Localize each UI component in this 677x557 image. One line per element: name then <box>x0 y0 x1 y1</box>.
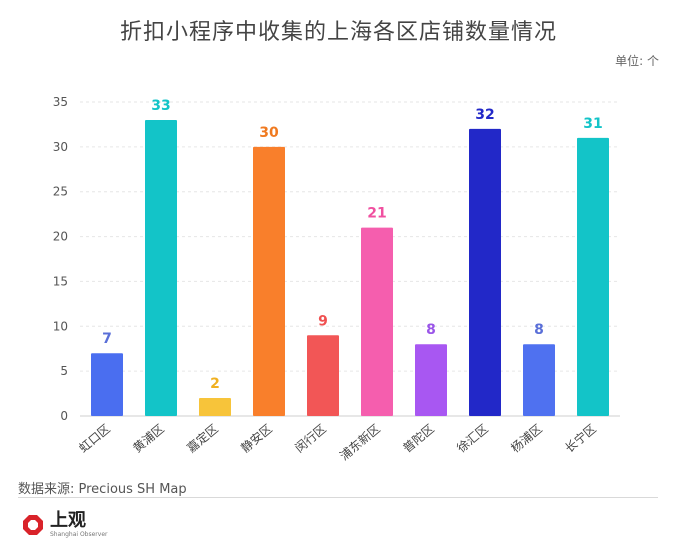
unit-label: 单位: 个 <box>615 54 659 68</box>
y-tick-label: 5 <box>60 364 68 378</box>
x-tick-label: 虹口区 <box>76 422 113 456</box>
y-tick-label: 20 <box>53 230 68 244</box>
x-tick-label: 长宁区 <box>562 421 599 456</box>
logo-text: 上观 <box>50 510 86 531</box>
x-tick-label: 徐汇区 <box>454 421 491 456</box>
data-label: 7 <box>102 331 112 347</box>
y-tick-label: 0 <box>60 409 68 423</box>
bar <box>577 137 609 416</box>
publisher-logo: 上观 Shanghai Observer <box>22 512 107 538</box>
logo-subtext: Shanghai Observer <box>50 531 108 538</box>
chart-title: 折扣小程序中收集的上海各区店铺数量情况 <box>119 20 557 45</box>
data-label: 32 <box>475 107 494 123</box>
x-tick-label: 黄浦区 <box>130 422 167 456</box>
bar <box>253 146 285 416</box>
bar <box>145 119 177 416</box>
y-tick-label: 30 <box>53 140 68 154</box>
bar <box>469 128 501 416</box>
data-label: 31 <box>583 116 602 132</box>
data-label: 8 <box>534 322 544 338</box>
x-tick-label: 静安区 <box>238 421 275 456</box>
data-label: 9 <box>318 313 328 329</box>
y-tick-label: 25 <box>53 185 68 199</box>
data-label: 21 <box>367 206 386 222</box>
y-tick-label: 10 <box>53 319 68 333</box>
shanghai-observer-logo-icon <box>23 515 43 535</box>
bar <box>307 335 339 416</box>
x-tick-label: 浦东新区 <box>337 421 383 463</box>
data-source: 数据来源: Precious SH Map <box>18 482 187 497</box>
x-tick-label: 杨浦区 <box>508 421 545 456</box>
y-tick-label: 35 <box>53 95 68 109</box>
x-tick-label: 闵行区 <box>292 421 329 456</box>
bar-chart: 0 5 10 15 20 25 30 35 7 虹口区 33 黄浦区 2 嘉定区 30 静安区 9 闵行区 21 浦东… <box>53 95 620 463</box>
bar <box>361 227 393 416</box>
data-label: 33 <box>151 98 170 114</box>
bar <box>199 398 231 416</box>
y-tick-label: 15 <box>53 274 68 288</box>
x-tick-label: 普陀区 <box>400 421 437 456</box>
data-label: 30 <box>259 125 279 141</box>
x-tick-label: 嘉定区 <box>184 421 221 456</box>
bar <box>91 353 123 416</box>
footer-divider <box>18 497 658 498</box>
bar <box>415 344 447 416</box>
data-label: 8 <box>426 322 436 338</box>
bar <box>523 344 555 416</box>
data-label: 2 <box>210 376 220 392</box>
